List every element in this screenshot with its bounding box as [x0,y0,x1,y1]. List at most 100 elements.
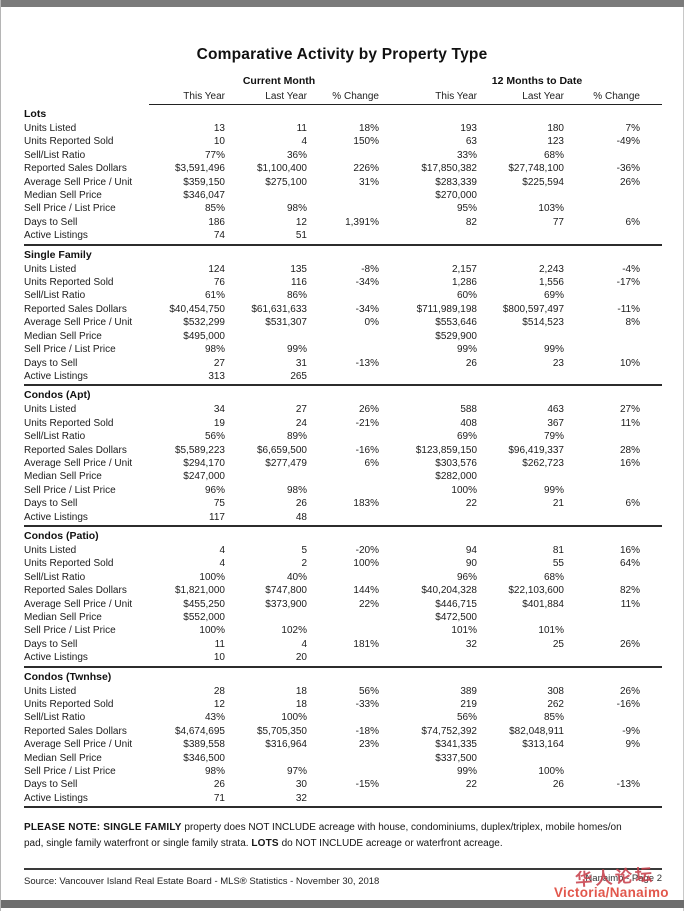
table-cell: 6% [364,457,379,469]
table-cell: 99% [456,766,477,778]
comparative-activity-table: Current Month 12 Months to Date This Yea… [24,74,662,809]
table-row: Sell/List Ratio 77% 36% 33% 68% [24,149,640,162]
table-cell: 43% [204,712,225,724]
table-cell [379,229,477,242]
table-cell: 98% [286,484,307,496]
row-label: Days to Sell [24,498,78,510]
table-cell: $472,500 [435,612,477,623]
table-cell: -34% [355,277,379,289]
table-row: Average Sell Price / Unit $294,170 $277,47… [24,457,640,470]
table-cell: 31% [358,176,379,188]
table-cell: 4 [219,558,225,570]
row-label: Units Reported Sold [24,699,114,711]
table-cell: $22,103,600 [508,585,564,597]
table-cell: $341,335 [435,739,477,751]
table-cell [564,511,640,524]
table-row: Average Sell Price / Unit $389,558 $316,96… [24,738,640,751]
table-cell: 95% [456,203,477,215]
table-cell: 265 [290,370,307,382]
table-cell: 60% [456,290,477,302]
table-cell: $4,674,695 [174,725,225,737]
table-cell: 22% [358,598,379,610]
table-row: Days to Sell 11 4 181% 32 25 26% [24,638,640,651]
row-label: Units Listed [24,263,77,275]
table-cell: $1,100,400 [256,163,307,175]
table-cell [477,511,564,524]
table-cell [307,752,379,765]
table-cell: 135 [290,263,307,275]
table-cell: 71 [213,792,225,804]
table-cell: 588 [460,404,477,416]
table-cell: 81 [552,544,564,556]
row-label: Median Sell Price [24,190,102,202]
table-cell [477,470,564,483]
table-cell: 77% [204,149,225,161]
table-cell: 1,391% [345,216,379,228]
section-header: Single Family [24,248,92,261]
table-cell: 117 [209,511,225,523]
section-divider [24,384,662,387]
table-cell [564,571,640,584]
table-cell: 56% [456,712,477,724]
table-row: Sell Price / List Price 85% 98% 95% 103% [24,202,640,215]
table-cell: 144% [353,585,379,597]
table-cell [477,792,564,805]
table-row: Active Listings 117 48 [24,511,640,524]
table-cell: $1,821,000 [174,585,225,597]
table-cell: 226% [353,163,379,175]
table-cell: 40% [286,571,307,583]
table-cell: 18 [295,699,307,711]
table-cell: 27% [619,404,640,416]
row-label: Units Reported Sold [24,417,114,429]
table-cell: -21% [355,417,379,429]
table-row: Median Sell Price $495,000 $529,900 [24,330,640,343]
table-cell: $282,000 [435,471,477,483]
table-row: Median Sell Price $346,500 $337,500 [24,752,640,765]
table-row: Units Reported Sold 76 116 -34% 1,286 1,556 -1… [24,276,640,289]
table-cell: 2 [301,558,307,570]
row-label: Units Listed [24,685,77,697]
table-cell: 99% [456,344,477,356]
table-cell [564,289,640,302]
table-cell: 76 [213,277,225,289]
table-cell [564,470,640,483]
table-row: Reported Sales Dollars $40,454,750 $61,631… [24,303,640,316]
table-row: Units Listed 124 135 -8% 2,157 2,243 -4% [24,263,640,276]
table-cell [307,149,379,162]
table-cell: 389 [460,685,477,697]
column-header-row: This Year Last Year % Change This Year Last … [149,90,640,103]
table-cell: 32 [295,792,307,804]
row-label: Units Listed [24,404,77,416]
table-cell: 123 [547,136,564,148]
table-cell: $283,339 [435,176,477,188]
table-cell [307,611,379,624]
table-cell: 1,556 [538,277,564,289]
table-cell: 193 [460,123,477,134]
table-cell: $5,705,350 [256,725,307,737]
page-title: Comparative Activity by Property Type [196,46,488,63]
table-cell: 12 [295,216,307,228]
column-group-12-months-to-date: 12 Months to Date [491,75,583,87]
table-cell: 33% [456,149,477,161]
table-cell: 308 [547,685,564,697]
table-cell: $275,100 [265,176,307,188]
table-cell: -16% [355,444,379,456]
note-bold-single-family: PLEASE NOTE: SINGLE FAMILY [24,822,182,834]
footer-rule [24,868,662,871]
table-cell: 82 [465,216,477,228]
table-cell: $553,646 [435,317,477,329]
table-cell: $82,048,911 [509,725,564,737]
table-cell: $401,884 [522,598,564,610]
table-cell: 101% [538,625,564,637]
please-note-text: PLEASE NOTE: SINGLE FAMILY property does… [24,820,636,851]
table-cell: 181% [353,638,379,650]
table-row: Units Reported Sold 4 2 100% 90 55 64% [24,557,640,570]
table-cell: $711,989,198 [416,303,477,315]
table-cell: 16% [619,457,640,469]
table-cell: $3,591,496 [174,163,225,175]
table-cell: 30 [295,779,307,791]
table-cell: -13% [616,779,640,791]
table-row: Sell Price / List Price 98% 97% 99% 100% [24,765,640,778]
table-cell: 24 [295,417,307,429]
table-cell [307,289,379,302]
